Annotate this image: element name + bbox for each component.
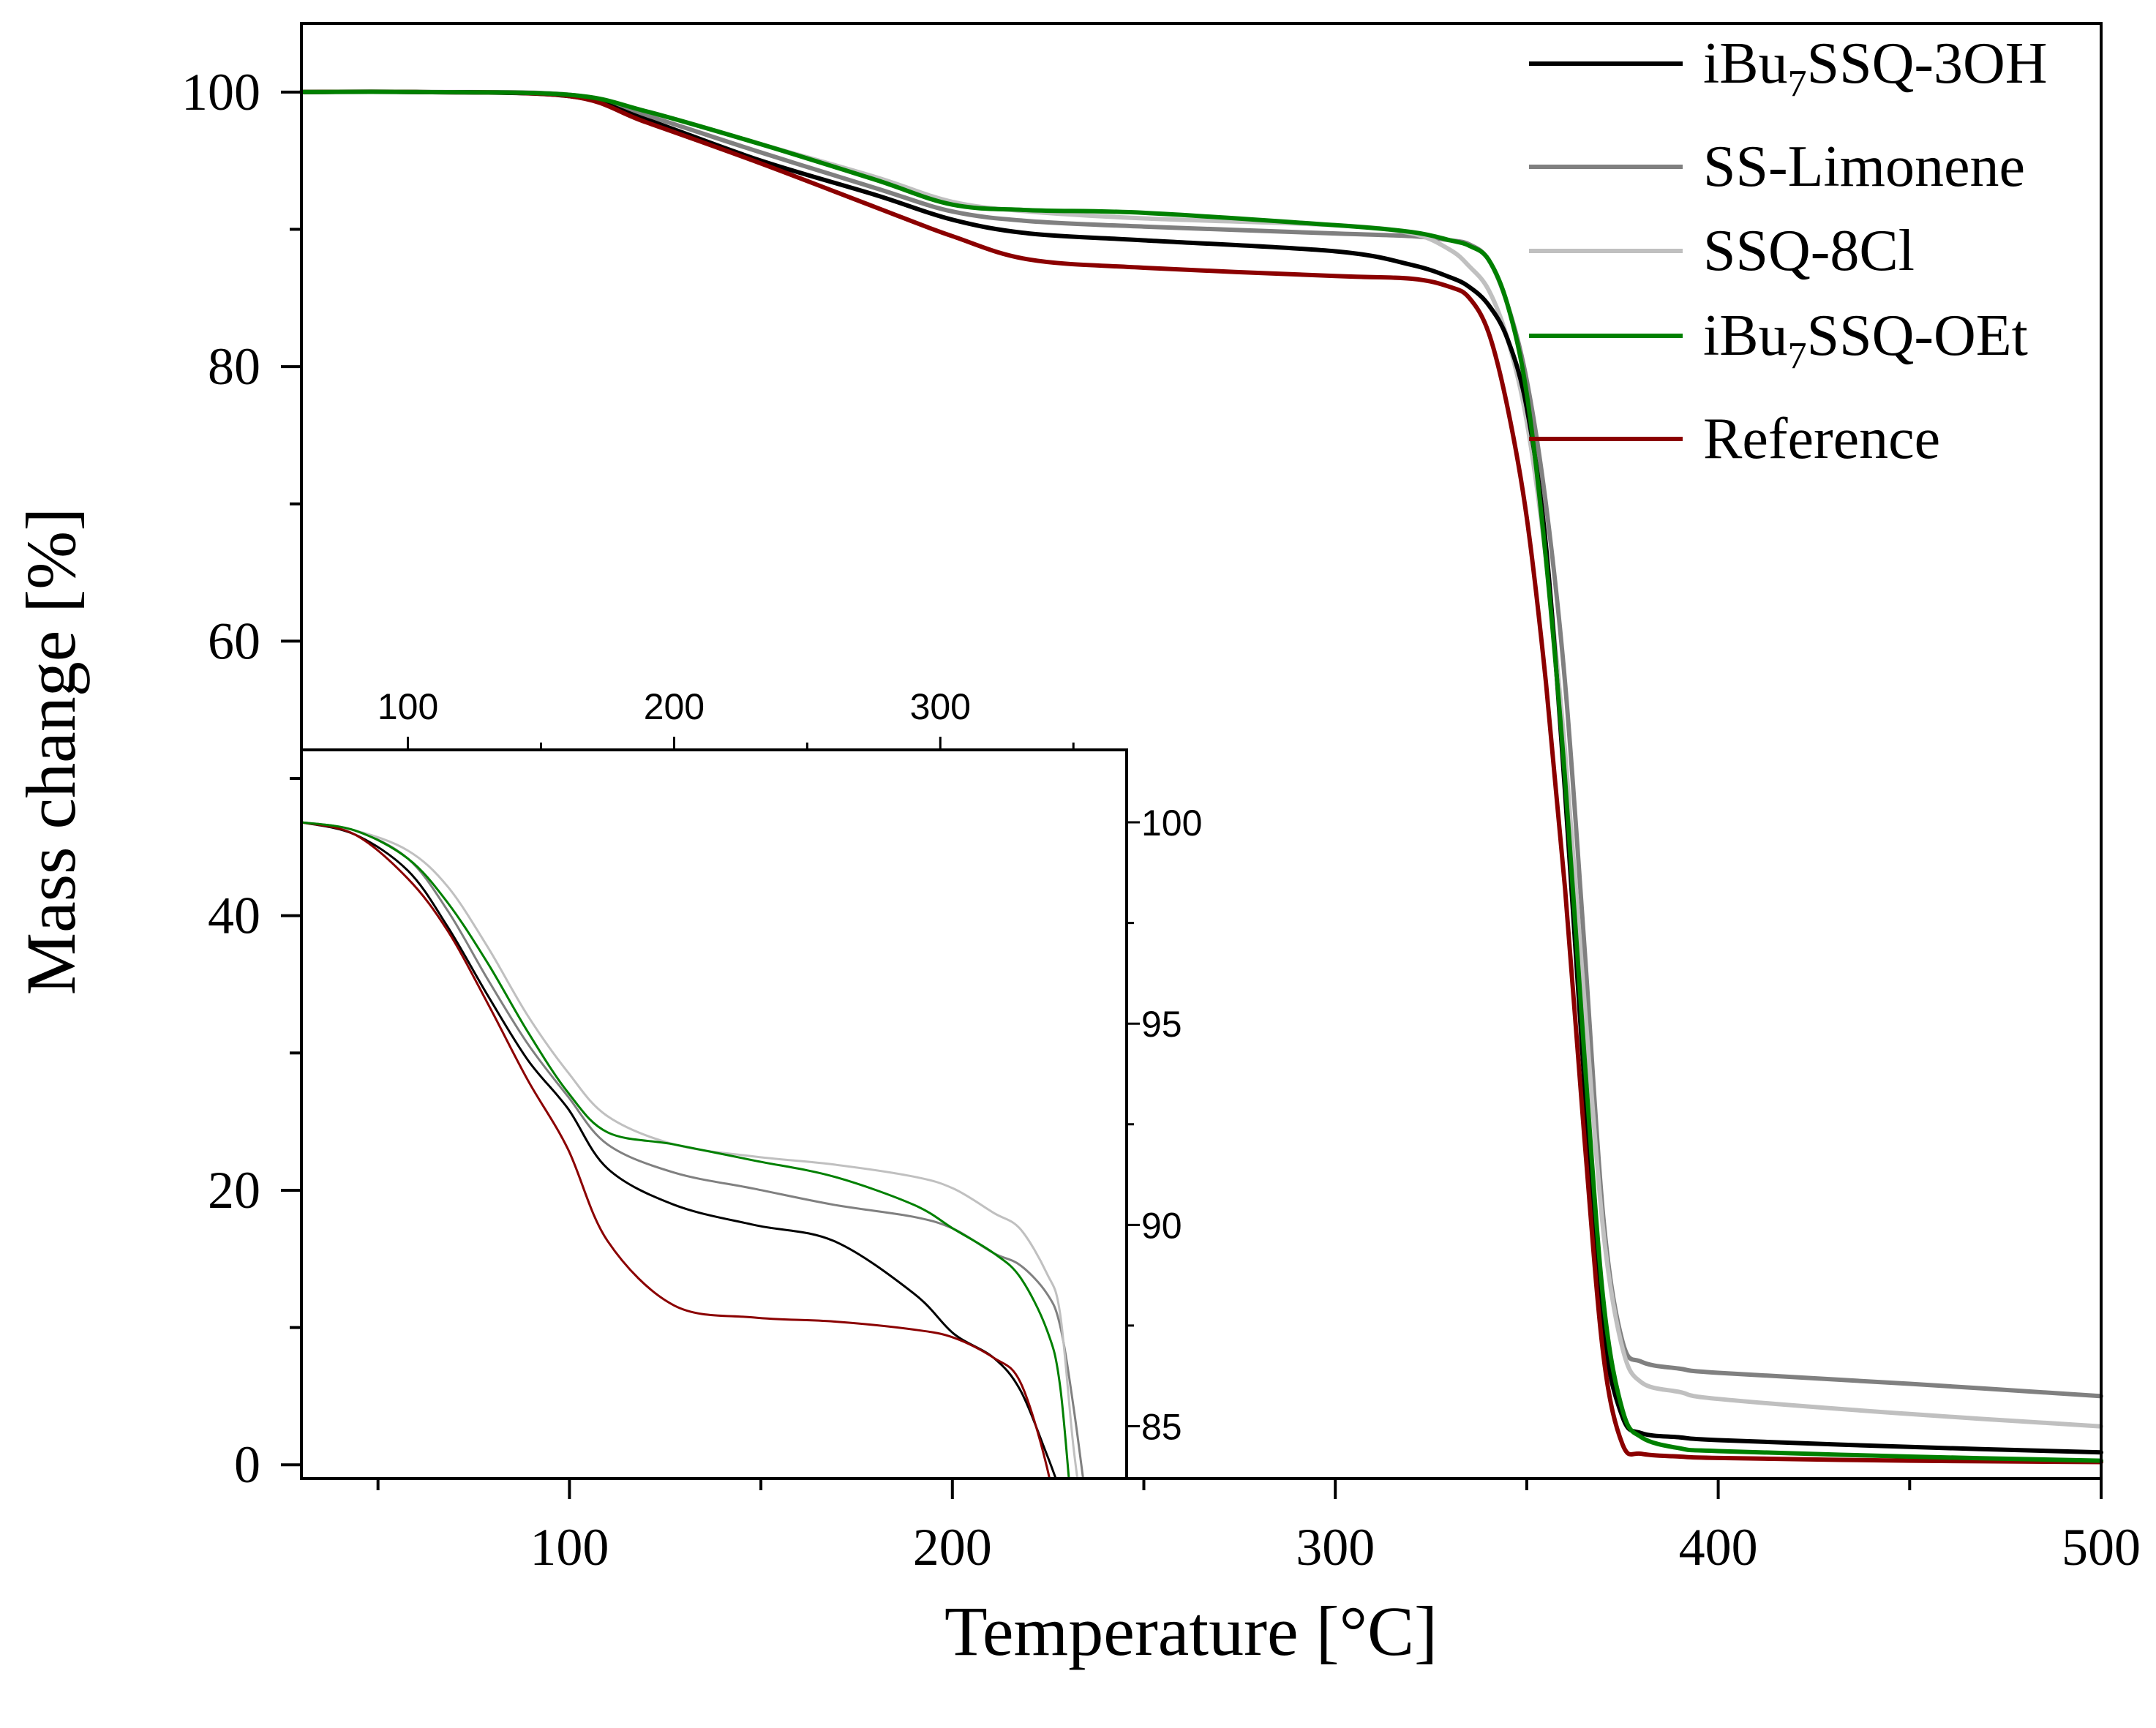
y-axis-title: Mass change [%] (12, 508, 90, 995)
inset-background (301, 750, 1127, 1479)
legend-label-ibu7ssq-3oh: iBu7SSQ-3OH (1703, 31, 2048, 105)
inset-series-group (301, 821, 1084, 1479)
inset-y-tick-label: 100 (1141, 803, 1202, 844)
x-tick-label: 100 (530, 1518, 609, 1577)
y-tick-label: 60 (208, 612, 260, 670)
inset-x-tick-label: 200 (644, 686, 705, 727)
x-tick-label: 300 (1296, 1518, 1375, 1577)
y-tick-label: 0 (234, 1435, 260, 1494)
y-tick-label: 100 (181, 63, 260, 121)
x-tick-label: 200 (913, 1518, 992, 1577)
main-ticks-group: 100 200 300 400 500 0 20 40 60 80 100 (181, 63, 2141, 1577)
inset-y-tick-label: 95 (1141, 1004, 1182, 1045)
inset-x-tick-label: 100 (378, 686, 438, 727)
x-tick-label: 500 (2062, 1518, 2141, 1577)
inset-ticks-group: 100 200 300 85 90 95 100 (378, 686, 1203, 1447)
y-tick-label: 40 (208, 887, 260, 945)
y-tick-label: 20 (208, 1161, 260, 1220)
legend: iBu7SSQ-3OH SS-Limonene SSQ-8Cl iBu7SSQ-OEt… (1529, 31, 2048, 471)
x-axis-title: Temperature [°C] (944, 1592, 1438, 1670)
inset-series-line-ibu7ssq-oet (301, 821, 1070, 1479)
inset-series-line-ss-limonene (301, 821, 1084, 1479)
x-tick-label: 400 (1679, 1518, 1758, 1577)
legend-label-ibu7ssq-oet: iBu7SSQ-OEt (1703, 304, 2028, 377)
main-series-line-ibu7ssq-oet (299, 89, 2103, 1463)
inset-series-line-ssq-8cl (301, 821, 1079, 1479)
legend-label-reference: Reference (1703, 407, 1940, 471)
plot-frame (300, 22, 2103, 1480)
inset-series-line-reference (301, 821, 1051, 1479)
y-tick-label: 80 (208, 337, 260, 396)
main-series-line-ibu7ssq-3oh (299, 89, 2103, 1455)
inset-y-tick-label: 85 (1141, 1406, 1182, 1447)
legend-label-ssq-8cl: SSQ-8Cl (1703, 219, 1915, 283)
inset-x-tick-label: 300 (910, 686, 971, 727)
legend-label-ss-limonene: SS-Limonene (1703, 135, 2025, 199)
inset-y-tick-label: 90 (1141, 1205, 1182, 1246)
main-series-line-reference (299, 89, 2103, 1465)
main-series-group (299, 89, 2103, 1465)
